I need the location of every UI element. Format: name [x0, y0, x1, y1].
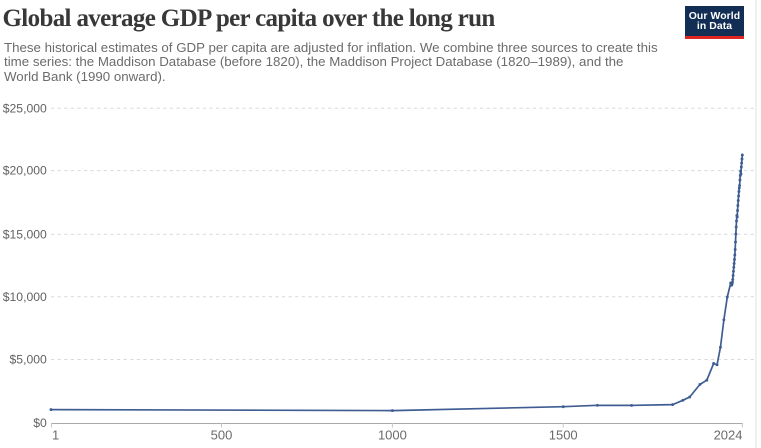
svg-text:$10,000: $10,000	[3, 290, 47, 304]
svg-text:$0: $0	[33, 416, 47, 430]
svg-text:$15,000: $15,000	[3, 227, 47, 241]
svg-text:$20,000: $20,000	[3, 164, 47, 178]
svg-text:2024: 2024	[714, 428, 743, 443]
svg-text:$25,000: $25,000	[3, 101, 47, 115]
svg-text:$5,000: $5,000	[10, 353, 47, 367]
svg-text:500: 500	[211, 428, 233, 443]
svg-text:1500: 1500	[549, 428, 578, 443]
svg-text:1000: 1000	[378, 428, 407, 443]
svg-text:1: 1	[52, 428, 59, 443]
